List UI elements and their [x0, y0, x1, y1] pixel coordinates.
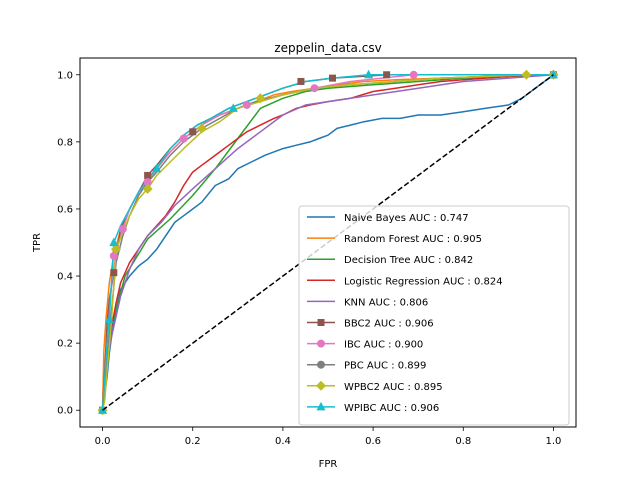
legend-label: WPBC2 AUC : 0.895	[344, 382, 443, 393]
y-axis-title: TPR	[32, 233, 43, 253]
legend-label: IBC AUC : 0.900	[344, 340, 423, 351]
legend-item: BBC2 AUC : 0.906	[307, 319, 434, 330]
legend-swatch-marker	[316, 380, 326, 391]
series-marker-9	[111, 244, 122, 255]
legend-label: Naive Bayes AUC : 0.747	[344, 213, 469, 224]
legend-item: Naive Bayes AUC : 0.747	[307, 213, 469, 224]
series-marker-7	[118, 225, 127, 234]
series-marker-10	[104, 314, 114, 324]
series-marker-6	[383, 71, 391, 79]
series-marker-6	[329, 74, 337, 82]
x-tick-label: 0.4	[275, 436, 291, 447]
legend-item: WPBC2 AUC : 0.895	[307, 380, 443, 393]
series-marker-9	[255, 93, 266, 104]
plot-area	[97, 69, 559, 416]
legend-item: Random Forest AUC : 0.905	[307, 234, 482, 245]
series-marker-7	[409, 70, 418, 79]
series-marker-7	[242, 100, 251, 109]
legend-swatch-marker	[317, 339, 325, 348]
y-tick-label: 0.4	[57, 272, 73, 283]
series-marker-10	[548, 69, 558, 79]
x-tick-label: 0.0	[95, 436, 111, 447]
y-tick-label: 0.0	[57, 406, 73, 417]
series-marker-10	[109, 237, 119, 246]
series-marker-6	[297, 77, 305, 85]
series-marker-7	[143, 178, 152, 187]
series-line-5	[101, 74, 554, 411]
y-tick-label: 0.2	[57, 339, 73, 350]
x-tick-label: 1.0	[546, 436, 562, 447]
legend-item: Decision Tree AUC : 0.842	[307, 255, 473, 266]
x-tick-label: 0.6	[365, 436, 381, 447]
legend-label: PBC AUC : 0.899	[344, 361, 426, 372]
series-line-4	[101, 74, 554, 411]
x-tick-label: 0.8	[455, 436, 471, 447]
x-tick-label: 0.2	[185, 436, 201, 447]
y-tick-label: 0.6	[57, 204, 73, 215]
legend-item: Logistic Regression AUC : 0.824	[307, 276, 503, 287]
series-marker-6	[144, 171, 152, 179]
x-axis-title: FPR	[319, 459, 338, 470]
series-marker-9	[196, 123, 207, 134]
series-marker-9	[521, 69, 532, 80]
legend-swatch-marker	[317, 319, 325, 326]
legend: Naive Bayes AUC : 0.747 Random Forest AUC…	[298, 205, 570, 426]
axes: 0.0 0.2 0.4 0.6 0.8 1.0 0.0 0.2 0.4 0.6 0.8 1.0	[57, 70, 561, 447]
chart-title: zeppelin_data.csv	[274, 41, 381, 55]
legend-item: WPIBC AUC : 0.906	[307, 401, 439, 414]
legend-item: PBC AUC : 0.899	[307, 360, 426, 372]
legend-swatch-marker	[316, 401, 326, 411]
plot-frame	[79, 57, 577, 428]
series-marker-6	[110, 269, 118, 277]
series-marker-10	[228, 103, 238, 112]
legend-swatch-marker	[317, 360, 325, 369]
series-marker-7	[179, 134, 188, 143]
series-marker-6	[189, 128, 197, 136]
series-marker-10	[152, 163, 162, 173]
legend-label: Random Forest AUC : 0.905	[344, 234, 482, 245]
legend-label: BBC2 AUC : 0.906	[344, 319, 434, 330]
y-tick-label: 1.0	[57, 70, 73, 81]
series-line-3	[101, 74, 554, 411]
series-marker-9	[142, 183, 153, 194]
legend-label: KNN AUC : 0.806	[344, 297, 428, 308]
series-marker-7	[310, 84, 319, 93]
y-tick-label: 0.8	[57, 137, 73, 148]
legend-label: Decision Tree AUC : 0.842	[344, 255, 473, 266]
legend-item: IBC AUC : 0.900	[307, 339, 423, 351]
series-line-9	[101, 74, 554, 411]
series-marker-10	[364, 69, 374, 79]
legend-item: KNN AUC : 0.806	[307, 297, 428, 308]
legend-label: WPIBC AUC : 0.906	[344, 403, 439, 414]
legend-label: Logistic Regression AUC : 0.824	[344, 276, 503, 287]
legend-box	[298, 205, 570, 426]
